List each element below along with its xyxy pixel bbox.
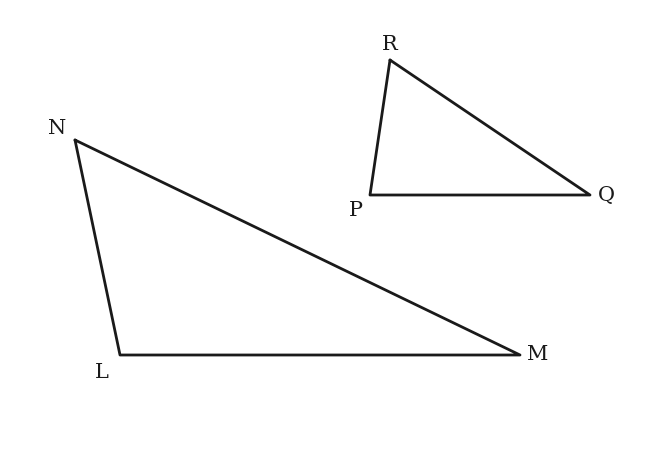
- Text: Q: Q: [597, 185, 614, 204]
- Text: R: R: [382, 35, 398, 54]
- Text: N: N: [48, 118, 66, 138]
- Text: P: P: [349, 202, 363, 220]
- Text: L: L: [95, 364, 109, 382]
- Text: M: M: [527, 346, 549, 365]
